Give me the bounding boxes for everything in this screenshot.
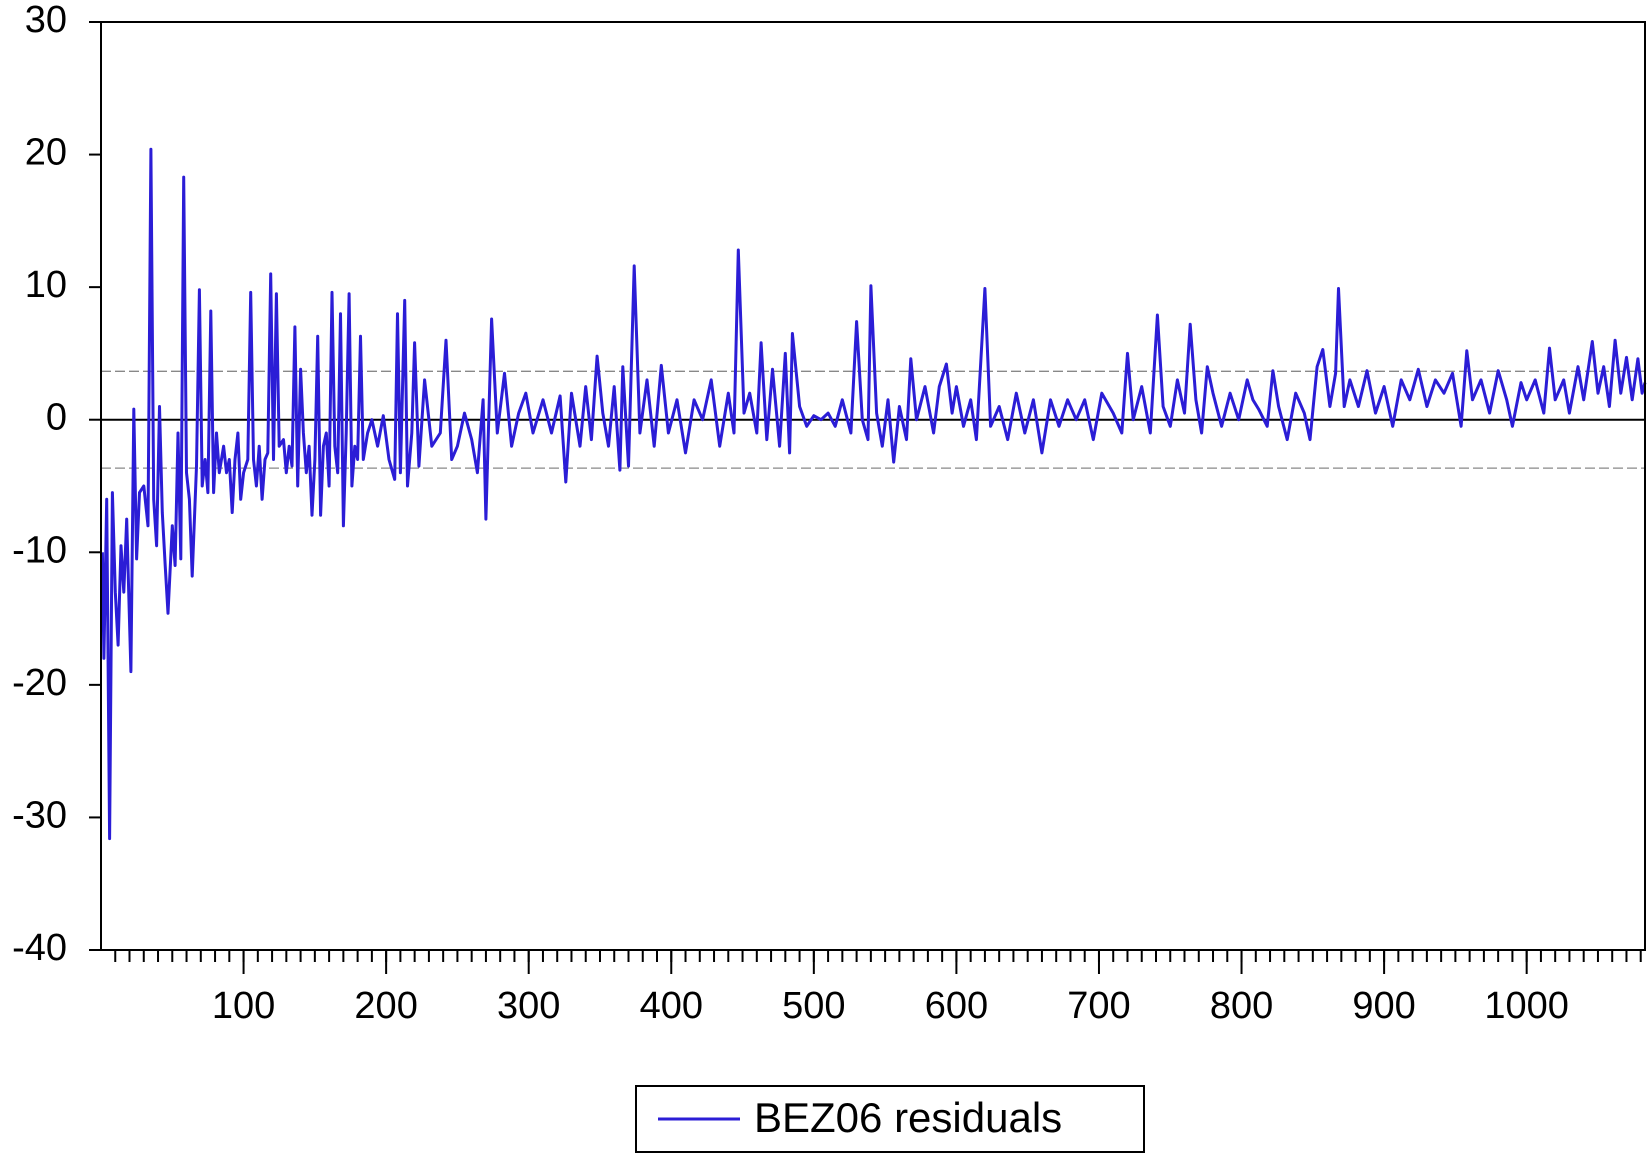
plot-frame: [100, 21, 1646, 951]
series-line: [100, 147, 1647, 841]
x-tick-label: 600: [925, 985, 988, 1027]
x-tick-label: 100: [212, 985, 275, 1027]
x-tick-label: 1000: [1484, 985, 1569, 1027]
x-tick-label: 300: [497, 985, 560, 1027]
x-tick-label: 400: [640, 985, 703, 1027]
y-tick-label: -20: [12, 662, 67, 704]
x-tick-label: 500: [782, 985, 845, 1027]
y-tick-label: -10: [12, 529, 67, 571]
legend-label: BEZ06 residuals: [754, 1094, 1062, 1141]
x-tick-label: 800: [1210, 985, 1273, 1027]
y-tick-label: -40: [12, 927, 67, 969]
x-tick-label: 200: [354, 985, 417, 1027]
x-tick-label: 700: [1067, 985, 1130, 1027]
legend-box: [635, 1085, 1145, 1153]
x-tick-label: 900: [1352, 985, 1415, 1027]
y-tick-label: 20: [25, 132, 67, 174]
y-tick-label: 0: [46, 397, 67, 439]
y-tick-label: 10: [25, 264, 67, 306]
y-tick-label: 30: [25, 0, 67, 41]
y-tick-label: -30: [12, 794, 67, 836]
